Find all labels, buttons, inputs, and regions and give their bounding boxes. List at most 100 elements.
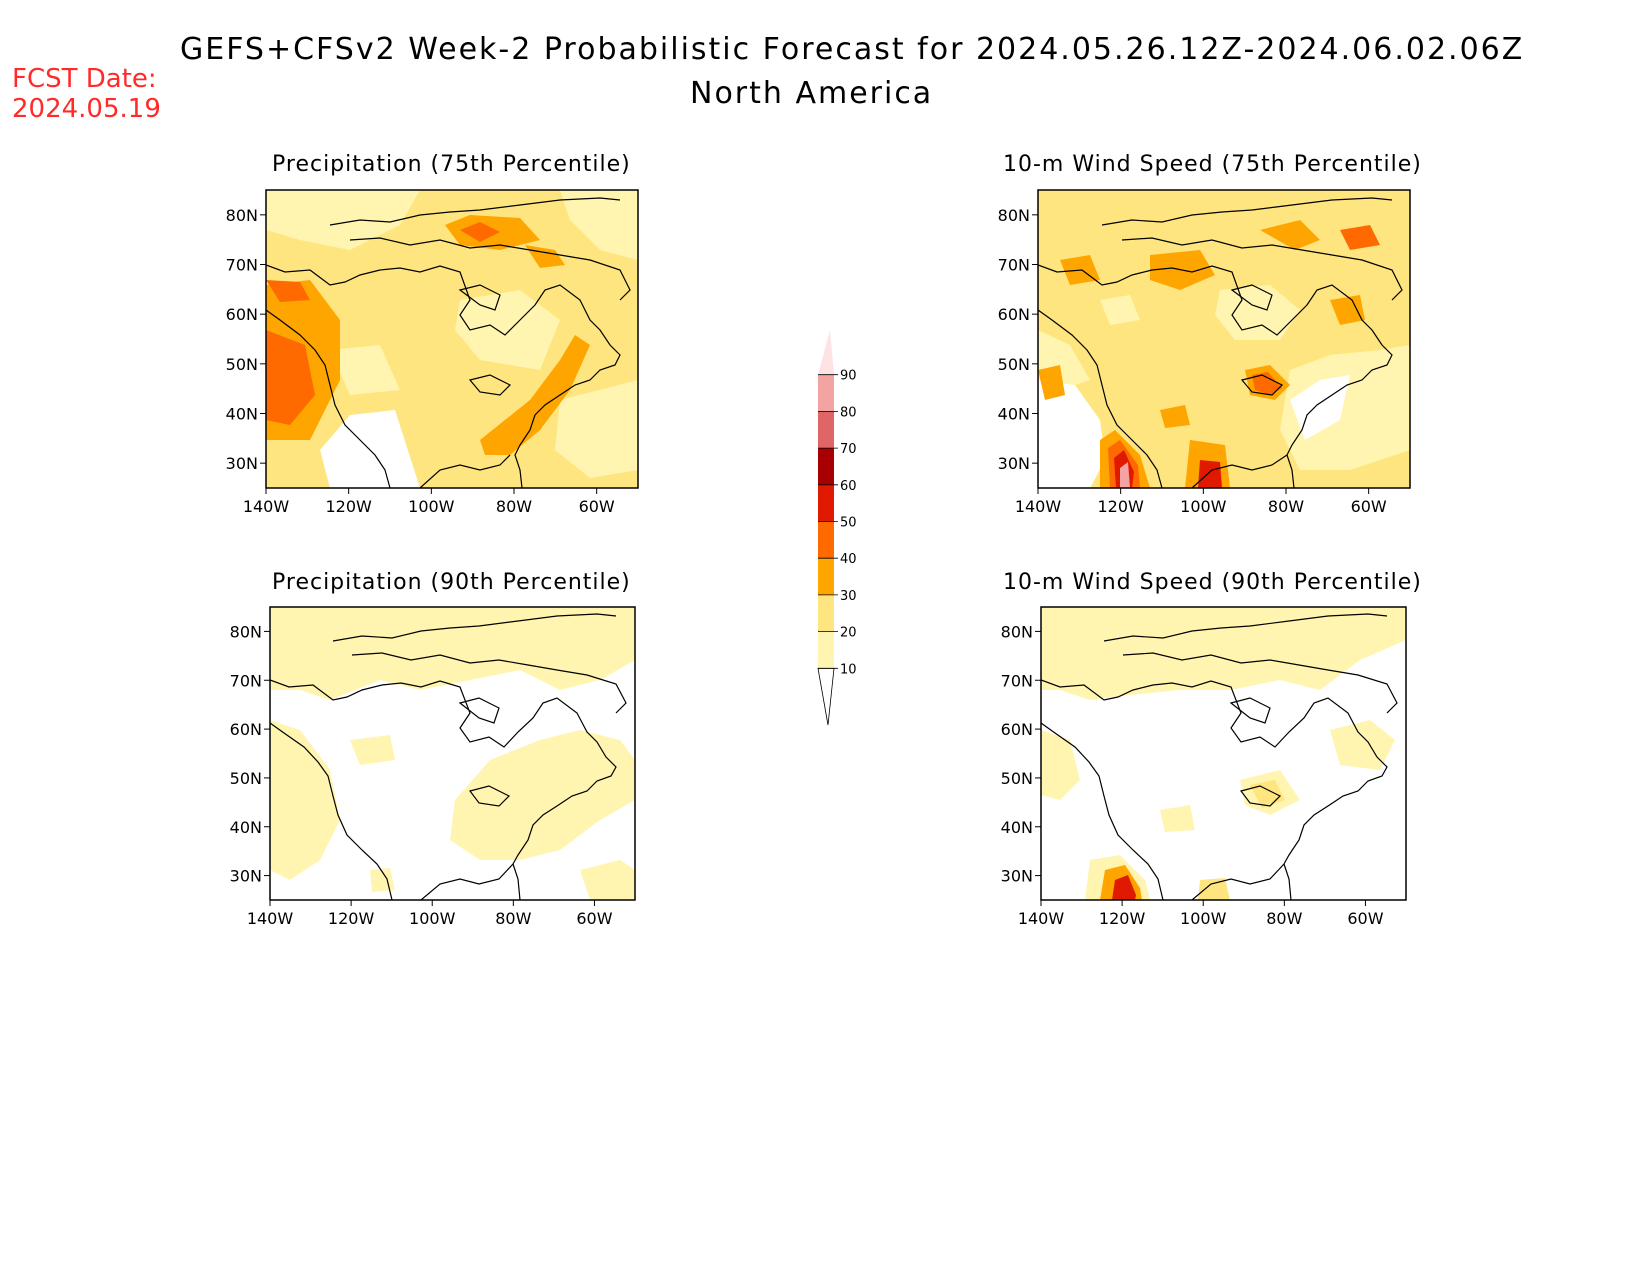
shade-40-50 bbox=[1252, 372, 1282, 395]
lon-tick-label: 140W bbox=[247, 909, 294, 928]
lon-tick-label: 100W bbox=[1180, 497, 1227, 516]
lat-tick-label: 30N bbox=[230, 867, 262, 886]
shade-10-20 bbox=[1330, 720, 1395, 770]
colorbar-level-label: 20 bbox=[840, 626, 857, 641]
colorbar: 10 20 30 40 50 60 70 80 90 bbox=[817, 330, 857, 726]
lat-tick-label: 80N bbox=[1001, 622, 1033, 641]
precip-90-coastlines bbox=[270, 613, 627, 900]
shade-10-20 bbox=[1160, 805, 1195, 832]
colorbar-level-label: 90 bbox=[840, 369, 857, 384]
map-panel-precip-90 bbox=[269, 606, 636, 901]
lon-tick-label: 100W bbox=[409, 909, 456, 928]
lon-tick-label: 80W bbox=[1266, 909, 1302, 928]
wind-90-shading bbox=[1041, 607, 1406, 900]
wind-75-frame bbox=[1037, 189, 1411, 489]
shade-10-20 bbox=[350, 735, 395, 765]
lat-tick-label: 70N bbox=[226, 256, 258, 275]
shade-10-20 bbox=[1215, 285, 1300, 340]
shade-10-20 bbox=[270, 720, 340, 880]
shade-30-40 bbox=[1260, 220, 1320, 250]
panel-title-wind-90: 10-m Wind Speed (90th Percentile) bbox=[1003, 570, 1422, 595]
wind-75-coastlines bbox=[1038, 197, 1403, 488]
axis-labels: 80N 70N 60N 50N 40N 30N 140W 120W 100W 80W 60W 80N 7… bbox=[226, 206, 1387, 928]
lat-tick-label: 50N bbox=[1001, 769, 1033, 788]
lat-tick-label: 70N bbox=[230, 671, 262, 690]
precip-90-shading bbox=[270, 607, 635, 900]
shade-30-40 bbox=[480, 335, 590, 455]
axes-precip-90: 80N 70N 60N 50N 40N 30N 140W 120W 100W 80W 60W bbox=[230, 622, 613, 928]
axes-wind-90: 80N 70N 60N 50N 40N 30N 140W 120W 100W 80W 60W bbox=[1001, 622, 1384, 928]
lon-tick-label: 120W bbox=[328, 909, 375, 928]
precip-75-coastlines bbox=[266, 197, 631, 488]
axes-wind-75: 80N 70N 60N 50N 40N 30N 140W 120W 100W 80W 60W bbox=[998, 206, 1387, 516]
shade-10-20 bbox=[560, 190, 638, 260]
colorbar-segment bbox=[818, 374, 834, 412]
shade-10-20 bbox=[330, 345, 400, 395]
colorbar-level-label: 10 bbox=[840, 662, 857, 677]
lat-tick-label: 30N bbox=[998, 454, 1030, 473]
lon-tick-label: 100W bbox=[1180, 909, 1227, 928]
shade-10-20 bbox=[1041, 730, 1080, 800]
lon-tick-label: 140W bbox=[1018, 909, 1065, 928]
shade-80-90 bbox=[1120, 462, 1130, 488]
shade-10-20 bbox=[580, 860, 635, 900]
lat-tick-label: 50N bbox=[998, 355, 1030, 374]
shade-10-20 bbox=[270, 607, 635, 700]
precip-75-frame bbox=[265, 189, 639, 489]
shade-40-50 bbox=[266, 280, 310, 302]
fcst-date-label: FCST Date: bbox=[12, 64, 157, 94]
lat-tick-label: 60N bbox=[998, 305, 1030, 324]
lat-tick-label: 80N bbox=[230, 622, 262, 641]
colorbar-segment bbox=[818, 411, 834, 449]
lat-tick-label: 80N bbox=[998, 206, 1030, 225]
shade-30-40 bbox=[1038, 365, 1065, 400]
lat-tick-label: 50N bbox=[230, 769, 262, 788]
colorbar-high-end bbox=[818, 330, 834, 375]
shade-40-50 bbox=[460, 222, 500, 242]
shade-20-30 bbox=[1250, 780, 1285, 808]
lon-tick-label: 60W bbox=[576, 909, 612, 928]
shade-10-20 bbox=[1041, 607, 1406, 700]
lon-tick-label: 120W bbox=[1097, 497, 1144, 516]
lat-tick-label: 60N bbox=[1001, 720, 1033, 739]
lon-tick-label: 140W bbox=[1015, 497, 1062, 516]
axes-precip-75: 80N 70N 60N 50N 40N 30N 140W 120W 100W 80W 60W bbox=[226, 206, 615, 516]
shade-below-10 bbox=[320, 410, 420, 488]
lon-tick-label: 80W bbox=[1268, 497, 1304, 516]
colorbar-level-label: 60 bbox=[840, 479, 857, 494]
lon-tick-label: 120W bbox=[1099, 909, 1146, 928]
colorbar-segment bbox=[818, 521, 834, 559]
lon-tick-label: 60W bbox=[579, 497, 615, 516]
shade-10-20 bbox=[1100, 295, 1140, 325]
lat-tick-label: 30N bbox=[1001, 867, 1033, 886]
shade-below-10 bbox=[1290, 375, 1350, 440]
shade-40-50 bbox=[1340, 225, 1380, 250]
panel-title-precip-75: Precipitation (75th Percentile) bbox=[272, 152, 631, 177]
precip-90-frame bbox=[269, 606, 636, 901]
colorbar-level-label: 70 bbox=[840, 442, 857, 457]
shade-10-20 bbox=[455, 290, 560, 370]
lat-tick-label: 40N bbox=[230, 818, 262, 837]
lat-tick-label: 40N bbox=[226, 405, 258, 424]
colorbar-level-label: 40 bbox=[840, 552, 857, 567]
lon-tick-label: 60W bbox=[1351, 497, 1387, 516]
region-subtitle: North America bbox=[690, 76, 934, 111]
colorbar-level-label: 50 bbox=[840, 516, 857, 531]
map-panel-wind-90 bbox=[1040, 606, 1407, 901]
map-panel-precip-75 bbox=[265, 189, 639, 489]
shade-40-50 bbox=[266, 330, 315, 425]
colorbar-level-label: 30 bbox=[840, 589, 857, 604]
shade-20-30 bbox=[1198, 878, 1230, 900]
shade-50-60 bbox=[1112, 875, 1136, 900]
lat-tick-label: 60N bbox=[230, 720, 262, 739]
lon-tick-label: 100W bbox=[408, 497, 455, 516]
shade-10-20 bbox=[555, 380, 638, 478]
lon-tick-label: 80W bbox=[496, 497, 532, 516]
lon-tick-label: 120W bbox=[325, 497, 372, 516]
lat-tick-label: 50N bbox=[226, 355, 258, 374]
shade-10-20 bbox=[266, 190, 420, 250]
shade-below-10 bbox=[1038, 380, 1105, 488]
lat-tick-label: 70N bbox=[1001, 671, 1033, 690]
wind-90-frame bbox=[1040, 606, 1407, 901]
panel-title-precip-90: Precipitation (90th Percentile) bbox=[272, 570, 631, 595]
